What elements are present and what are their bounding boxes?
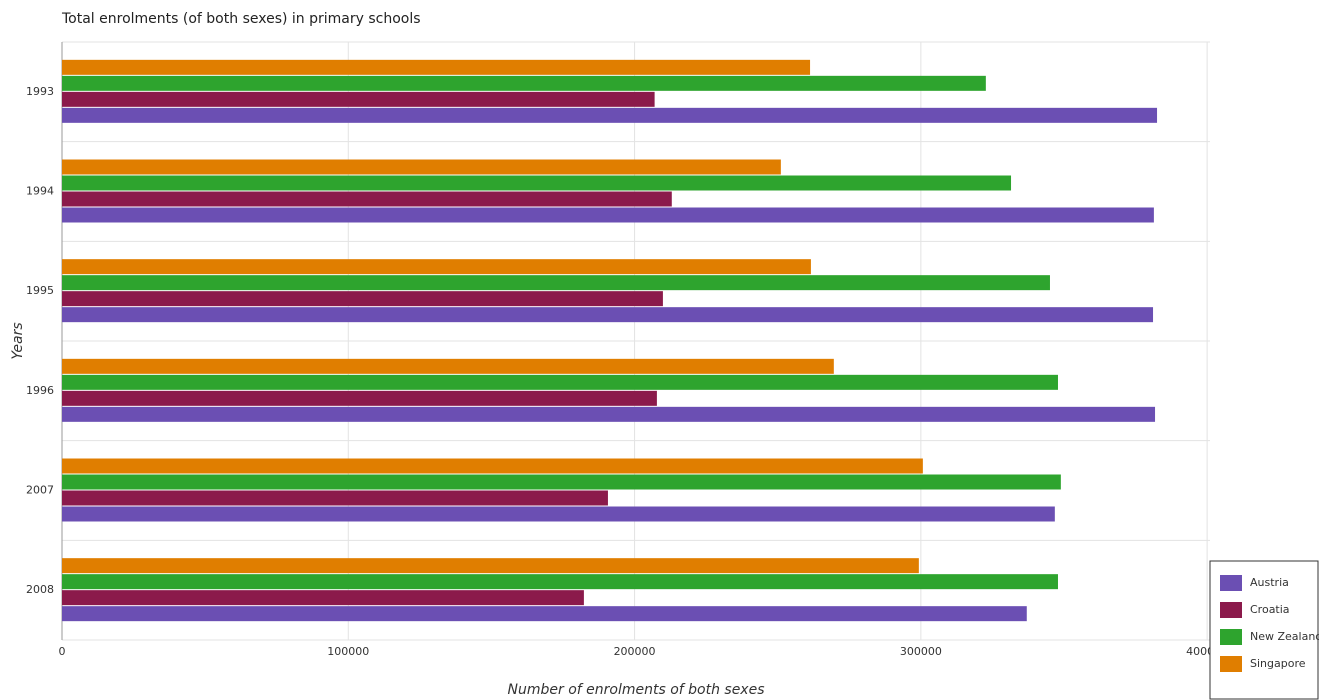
- x-tick-label: 0: [59, 645, 66, 658]
- bar: [62, 558, 919, 574]
- bar: [62, 506, 1055, 522]
- y-tick-label: 1996: [26, 384, 54, 397]
- bar: [62, 590, 584, 606]
- legend-swatch: [1220, 602, 1242, 618]
- legend-label: New Zealand: [1250, 630, 1319, 643]
- bar: [62, 374, 1058, 390]
- bar: [62, 175, 1012, 191]
- bar: [62, 259, 811, 275]
- y-tick-label: 2007: [26, 484, 54, 497]
- y-tick-label: 1995: [26, 284, 54, 297]
- x-axis-title: Number of enrolments of both sexes: [508, 682, 765, 698]
- bar: [62, 207, 1154, 223]
- bar: [62, 574, 1058, 590]
- bar: [62, 59, 811, 75]
- x-tick-label: 100000: [327, 645, 369, 658]
- x-tick-label: 200000: [614, 645, 656, 658]
- y-tick-label: 1994: [26, 185, 54, 198]
- chart-title: Total enrolments (of both sexes) in prim…: [61, 11, 421, 27]
- y-tick-label: 2008: [26, 583, 54, 596]
- bar: [62, 307, 1154, 323]
- legend-label: Croatia: [1250, 603, 1290, 616]
- y-tick-label: 1993: [26, 85, 54, 98]
- bar: [62, 75, 986, 91]
- bar: [62, 358, 834, 374]
- legend-swatch: [1220, 656, 1242, 672]
- bar: [62, 275, 1050, 291]
- legend-swatch: [1220, 575, 1242, 591]
- bar: [62, 291, 663, 307]
- x-tick-label: 300000: [900, 645, 942, 658]
- bar: [62, 406, 1156, 422]
- bar: [62, 159, 781, 175]
- bar: [62, 490, 608, 506]
- legend-swatch: [1220, 629, 1242, 645]
- bar: [62, 91, 655, 107]
- bar: [62, 474, 1061, 490]
- bar: [62, 107, 1158, 123]
- bar: [62, 390, 657, 406]
- y-axis-title: Years: [10, 322, 26, 359]
- legend-label: Singapore: [1250, 657, 1306, 670]
- legend-label: Austria: [1250, 576, 1289, 589]
- bar: [62, 458, 923, 474]
- bar: [62, 606, 1027, 622]
- bar: [62, 191, 672, 207]
